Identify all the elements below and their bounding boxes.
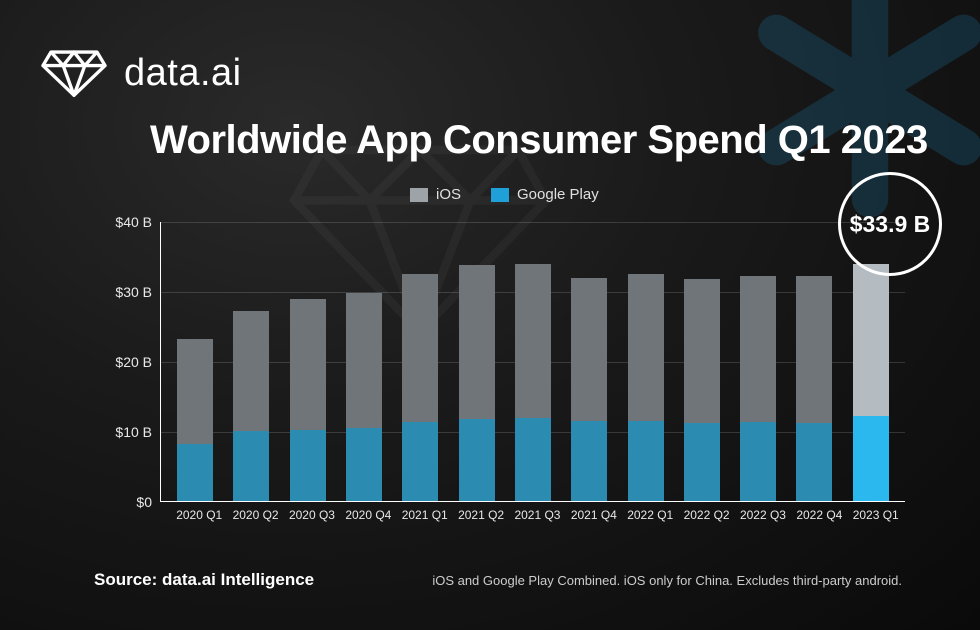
chart: $0$10 B$20 B$30 B$40 B 2020 Q12020 Q2202… <box>100 222 905 532</box>
bar-group <box>402 274 438 501</box>
legend: iOS Google Play <box>410 186 599 203</box>
bar-segment-ios <box>571 278 607 420</box>
x-axis-labels: 2020 Q1 2020 Q2 2020 Q3 2020 Q4 2021 Q1 2021 … <box>160 508 905 522</box>
x-tick-label: 2020 Q2 <box>233 508 269 522</box>
legend-item-ios: iOS <box>410 186 461 203</box>
bar-group <box>290 299 326 501</box>
bar-segment-ios <box>684 279 720 423</box>
x-tick-label: 2023 Q1 <box>853 508 889 522</box>
brand-name: data.ai <box>124 52 242 95</box>
bar-segment-ios <box>402 274 438 422</box>
bar-segment-google-play <box>459 419 495 501</box>
bar-group <box>684 279 720 501</box>
x-tick-label: 2021 Q1 <box>402 508 438 522</box>
bar-segment-google-play <box>796 423 832 501</box>
bar-segment-ios <box>853 264 889 417</box>
bar-segment-google-play <box>233 431 269 501</box>
bar-group <box>346 293 382 501</box>
bar-group <box>233 311 269 501</box>
x-tick-label: 2021 Q2 <box>458 508 494 522</box>
footnote-text: iOS and Google Play Combined. iOS only f… <box>432 573 902 588</box>
callout-badge: $33.9 B <box>838 172 942 276</box>
bar-segment-ios <box>628 274 664 421</box>
diamond-icon <box>40 48 108 98</box>
bar-segment-ios <box>740 276 776 422</box>
y-tick-label: $0 <box>92 494 152 510</box>
chart-title: Worldwide App Consumer Spend Q1 2023 <box>150 118 928 163</box>
brand-logo: data.ai <box>40 48 242 98</box>
bar-segment-google-play <box>346 428 382 502</box>
y-tick-label: $40 B <box>92 214 152 230</box>
bar-segment-google-play <box>571 421 607 502</box>
legend-label-google-play: Google Play <box>517 186 599 203</box>
bars-container <box>161 222 905 501</box>
bar-segment-google-play <box>290 430 326 501</box>
bar-segment-ios <box>290 299 326 430</box>
plot-area <box>160 222 905 502</box>
legend-swatch-google-play <box>491 188 509 202</box>
y-tick-label: $20 B <box>92 354 152 370</box>
y-tick-label: $30 B <box>92 284 152 300</box>
source-text: Source: data.ai Intelligence <box>94 570 314 590</box>
x-tick-label: 2022 Q2 <box>684 508 720 522</box>
bar-group <box>459 265 495 501</box>
bar-group <box>853 264 889 501</box>
x-tick-label: 2022 Q4 <box>796 508 832 522</box>
bar-segment-ios <box>233 311 269 431</box>
bar-group <box>571 278 607 501</box>
y-tick-label: $10 B <box>92 424 152 440</box>
bar-segment-google-play <box>402 422 438 501</box>
x-tick-label: 2021 Q4 <box>571 508 607 522</box>
bar-group <box>177 339 213 501</box>
legend-label-ios: iOS <box>436 186 461 203</box>
bar-group <box>796 276 832 501</box>
x-tick-label: 2022 Q1 <box>627 508 663 522</box>
callout-value: $33.9 B <box>850 211 931 238</box>
bar-segment-google-play <box>684 423 720 501</box>
bar-segment-ios <box>177 339 213 444</box>
bar-segment-google-play <box>515 418 551 501</box>
bar-segment-google-play <box>853 416 889 501</box>
bar-segment-ios <box>515 264 551 418</box>
bar-group <box>515 264 551 501</box>
bar-segment-ios <box>346 293 382 427</box>
x-tick-label: 2020 Q1 <box>176 508 212 522</box>
x-tick-label: 2020 Q3 <box>289 508 325 522</box>
bar-group <box>740 276 776 501</box>
x-tick-label: 2020 Q4 <box>345 508 381 522</box>
legend-item-google-play: Google Play <box>491 186 599 203</box>
bar-group <box>628 274 664 501</box>
bar-segment-google-play <box>628 421 664 501</box>
bar-segment-google-play <box>177 444 213 501</box>
legend-swatch-ios <box>410 188 428 202</box>
bar-segment-google-play <box>740 422 776 501</box>
bar-segment-ios <box>796 276 832 423</box>
x-tick-label: 2021 Q3 <box>514 508 550 522</box>
bar-segment-ios <box>459 265 495 419</box>
x-tick-label: 2022 Q3 <box>740 508 776 522</box>
